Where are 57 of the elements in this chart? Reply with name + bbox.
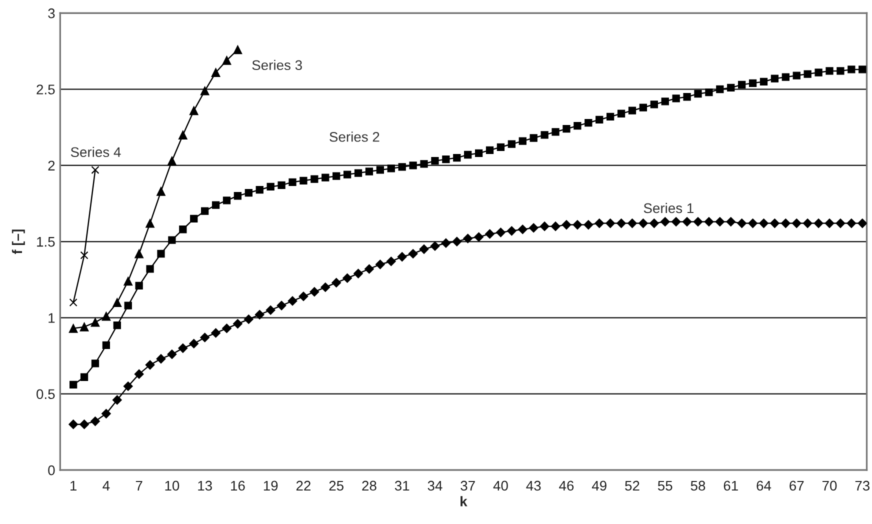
y-tick-label: 3 — [48, 8, 55, 18]
point — [211, 68, 220, 78]
x-tick-label: 52 — [625, 480, 640, 491]
y-tick-label: 2.5 — [36, 84, 55, 94]
y-tick-label: 1 — [48, 313, 55, 323]
point — [124, 276, 133, 286]
x-tick-label: 25 — [329, 480, 344, 491]
point — [178, 130, 188, 140]
point — [112, 298, 122, 308]
point — [69, 298, 78, 307]
x-tick-label: 55 — [658, 480, 672, 491]
x-tick-label: 10 — [165, 480, 180, 491]
y-tick-label: 1.5 — [37, 237, 55, 247]
x-tick-label: 16 — [231, 480, 245, 491]
x-tick-label: 31 — [394, 480, 410, 491]
x-tick-label: 64 — [756, 480, 772, 491]
x-tick-label: 19 — [264, 480, 278, 491]
point — [91, 166, 100, 174]
y-axis-title: f [–] — [12, 230, 25, 254]
series-label: Series 1 — [644, 202, 694, 214]
x-tick-label: 61 — [724, 480, 738, 491]
x-tick-label: 22 — [296, 480, 310, 491]
x-tick-label: 37 — [460, 480, 475, 491]
point — [233, 45, 242, 54]
point — [200, 86, 210, 96]
x-tick-label: 58 — [690, 480, 706, 491]
series-label: Series 3 — [252, 60, 302, 70]
series-label: Series 2 — [330, 132, 380, 142]
point — [167, 156, 176, 166]
x-tick-label: 4 — [102, 480, 110, 491]
x-tick-label: 43 — [526, 480, 541, 491]
x-tick-label: 40 — [493, 480, 508, 491]
point — [189, 106, 198, 116]
x-tick-label: 46 — [559, 480, 574, 491]
x-tick-label: 7 — [136, 480, 142, 491]
y-tick-label: 0 — [48, 465, 55, 476]
point — [80, 251, 88, 260]
point — [102, 312, 111, 321]
x-axis-title: k — [460, 496, 468, 506]
x-tick-label: 1 — [70, 480, 77, 491]
point — [134, 249, 144, 258]
series-label: Series 4 — [70, 146, 121, 158]
y-tick-label: 2 — [48, 160, 55, 170]
point — [222, 56, 232, 65]
point — [146, 218, 155, 228]
point — [80, 322, 89, 332]
x-tick-label: 73 — [855, 480, 870, 491]
x-tick-label: 67 — [790, 480, 804, 491]
y-tick-label: 0.5 — [36, 389, 55, 400]
x-tick-label: 34 — [428, 480, 442, 491]
point — [90, 318, 100, 327]
x-tick-label: 49 — [592, 480, 606, 491]
point — [68, 324, 78, 333]
x-tick-label: 28 — [362, 480, 376, 491]
point — [156, 186, 166, 196]
x-tick-label: 70 — [822, 480, 837, 491]
x-tick-label: 13 — [198, 480, 212, 491]
